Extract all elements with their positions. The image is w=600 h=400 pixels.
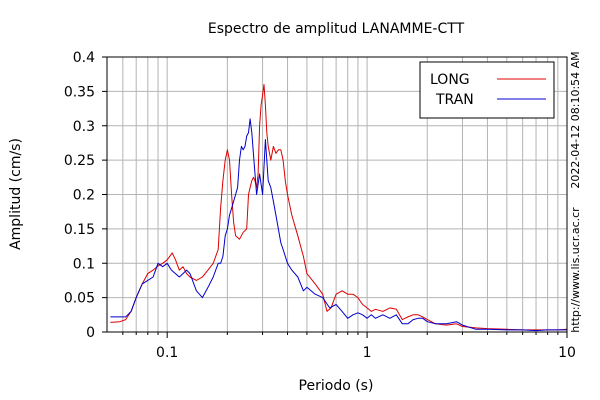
- y-tick-label: 0.05: [64, 291, 95, 307]
- axis-ticks: 0 0.05 0.1 0.15 0.2 0.25 0.3 0.35 0.4 0.1 1 10: [64, 50, 576, 361]
- y-tick-label: 0.3: [73, 119, 95, 135]
- x-axis-label: Periodo (s): [299, 378, 374, 394]
- series-line-tran: [110, 118, 567, 332]
- chart-title: Espectro de amplitud LANAMME-CTT: [208, 21, 465, 37]
- y-tick-label: 0.4: [73, 50, 95, 66]
- url-annotation: http://www.lis.ucr.ac.cr: [569, 207, 582, 333]
- y-tick-label: 0.1: [73, 256, 95, 272]
- y-tick-label: 0.15: [64, 222, 95, 238]
- y-tick-label: 0: [86, 325, 95, 341]
- x-tick-label: 1: [363, 345, 372, 361]
- legend-label-tran: TRAN: [435, 92, 474, 108]
- legend-label-long: LONG: [430, 72, 470, 88]
- y-tick-label: 0.2: [73, 188, 95, 204]
- y-tick-label: 0.35: [64, 84, 95, 100]
- series-lines: [110, 84, 568, 332]
- timestamp-annotation: 2022-04-12 08:10:54 AM: [569, 51, 582, 188]
- x-tick-label: 10: [558, 345, 576, 361]
- y-axis-label: Amplitud (cm/s): [8, 138, 24, 250]
- legend-box: [419, 61, 555, 119]
- legend: LONG TRAN: [419, 61, 555, 119]
- series-line-long: [110, 84, 568, 331]
- grid: [107, 56, 568, 333]
- y-tick-label: 0.25: [64, 153, 95, 169]
- x-tick-label: 0.1: [156, 345, 178, 361]
